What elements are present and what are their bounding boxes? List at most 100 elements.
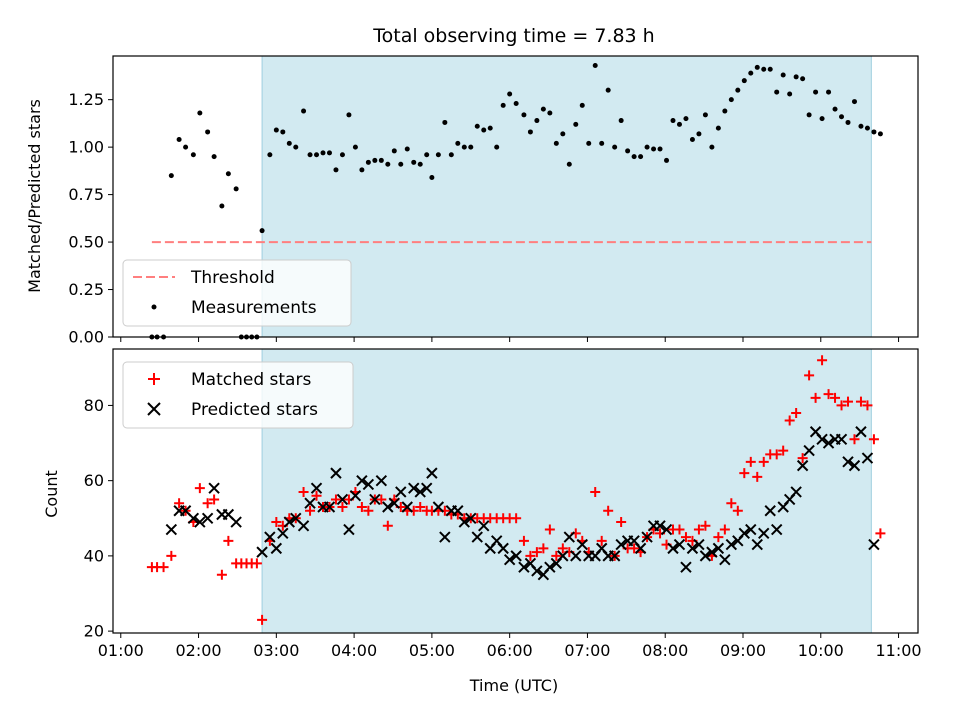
matched-star-point bbox=[771, 449, 782, 460]
predicted-star-point bbox=[264, 531, 276, 543]
measurement-point bbox=[664, 157, 670, 163]
predicted-star-point bbox=[349, 489, 362, 502]
predicted-star-point bbox=[503, 553, 516, 566]
predicted-star-point bbox=[719, 553, 731, 566]
predicted-star-point bbox=[356, 474, 368, 487]
matched-star-point bbox=[849, 434, 860, 445]
matched-star-point bbox=[590, 486, 601, 497]
predicted-star-point bbox=[518, 561, 530, 573]
measurement-point bbox=[787, 91, 793, 97]
measurement-point bbox=[500, 102, 506, 108]
matched-star-point bbox=[629, 543, 640, 554]
measurement-point bbox=[455, 140, 461, 146]
measurement-point bbox=[774, 89, 780, 95]
matched-star-point bbox=[525, 550, 536, 561]
matched-star-point bbox=[603, 505, 614, 516]
matched-star-point bbox=[202, 498, 213, 509]
measurement-point bbox=[314, 152, 320, 158]
measurement-point bbox=[579, 102, 585, 108]
matched-star-point bbox=[544, 524, 555, 535]
predicted-star-point bbox=[323, 501, 336, 513]
measurement-point bbox=[359, 167, 365, 173]
matched-star-point bbox=[674, 524, 685, 535]
matched-star-point bbox=[752, 471, 763, 482]
predicted-star-point bbox=[478, 520, 490, 532]
matched-star-point bbox=[531, 547, 542, 558]
matched-star-point bbox=[868, 434, 879, 445]
legend-box bbox=[122, 361, 354, 429]
predicted-star-point bbox=[388, 497, 401, 509]
x-tick-label: 09:00 bbox=[720, 641, 766, 660]
matched-star-point bbox=[758, 456, 769, 467]
matched-star-point bbox=[817, 355, 828, 366]
matched-star-point bbox=[836, 400, 847, 411]
matched-star-point bbox=[166, 550, 177, 561]
predicted-star-point bbox=[634, 542, 647, 555]
measurement-point bbox=[168, 173, 174, 179]
x-tick-label: 05:00 bbox=[409, 641, 455, 660]
measurement-point bbox=[599, 140, 605, 146]
predicted-star-point bbox=[770, 523, 783, 536]
measurement-point bbox=[320, 150, 326, 156]
bottom-y-axis-label: Count bbox=[42, 470, 61, 518]
y-tick-label: 40 bbox=[84, 546, 104, 565]
measurement-point bbox=[259, 228, 265, 234]
matched-star-point bbox=[538, 543, 549, 554]
predicted-star-point bbox=[531, 565, 543, 577]
predicted-star-point bbox=[693, 538, 705, 551]
measurement-point bbox=[813, 89, 819, 95]
measurement-point bbox=[864, 125, 870, 131]
measurement-point bbox=[540, 106, 546, 112]
predicted-star-point bbox=[165, 523, 178, 536]
threshold-legend-label: Threshold bbox=[190, 268, 275, 288]
predicted-star-point bbox=[608, 550, 621, 562]
predicted-star-point bbox=[544, 561, 556, 573]
predicted-star-point bbox=[395, 486, 407, 498]
matched-legend-swatch bbox=[148, 373, 160, 385]
y-tick-label: 1.00 bbox=[68, 138, 104, 157]
matched-star-point bbox=[223, 535, 234, 546]
measurement-point bbox=[696, 131, 702, 137]
measurement-point bbox=[845, 119, 851, 125]
measurement-point bbox=[767, 66, 773, 72]
measurement-point bbox=[793, 74, 799, 80]
measurement-point bbox=[709, 144, 715, 150]
matched-star-point bbox=[784, 415, 795, 426]
predicted-star-point bbox=[855, 426, 867, 438]
predicted-star-point bbox=[861, 452, 874, 464]
matched-star-point bbox=[511, 513, 522, 524]
measurement-point bbox=[715, 125, 721, 131]
measurement-point bbox=[205, 129, 211, 135]
predicted-star-point bbox=[563, 531, 576, 543]
measurement-point bbox=[826, 89, 832, 95]
plot-frame bbox=[112, 348, 919, 634]
measurement-point bbox=[293, 144, 299, 150]
predicted-star-point bbox=[803, 444, 815, 457]
predicted-star-point bbox=[187, 512, 200, 524]
matched-star-point bbox=[596, 535, 607, 546]
predicted-star-point bbox=[336, 493, 349, 506]
measurement-point bbox=[385, 161, 391, 167]
predicted-star-point bbox=[283, 516, 296, 528]
x-tick-label: 02:00 bbox=[176, 641, 222, 660]
predicted-star-point bbox=[330, 467, 342, 479]
measurement-point bbox=[307, 152, 313, 158]
predicted-star-point bbox=[745, 523, 757, 536]
measurement-point bbox=[534, 118, 540, 124]
measurement-point bbox=[267, 152, 273, 158]
measurement-point bbox=[553, 140, 559, 146]
measurement-point bbox=[592, 62, 598, 68]
legend-box bbox=[122, 259, 352, 327]
measurement-point bbox=[689, 137, 695, 143]
measurement-point bbox=[404, 146, 410, 152]
measurement-point bbox=[481, 127, 487, 133]
measurement-point bbox=[521, 112, 527, 118]
measurement-point bbox=[183, 144, 189, 150]
legend: Threshold Measurements bbox=[122, 259, 352, 327]
predicted-star-point bbox=[452, 505, 464, 517]
predicted-star-point bbox=[706, 546, 718, 558]
predicted-star-point bbox=[570, 550, 582, 562]
measurement-point bbox=[676, 121, 682, 127]
predicted-star-point bbox=[426, 467, 438, 479]
y-tick-label: 0.50 bbox=[68, 233, 104, 252]
